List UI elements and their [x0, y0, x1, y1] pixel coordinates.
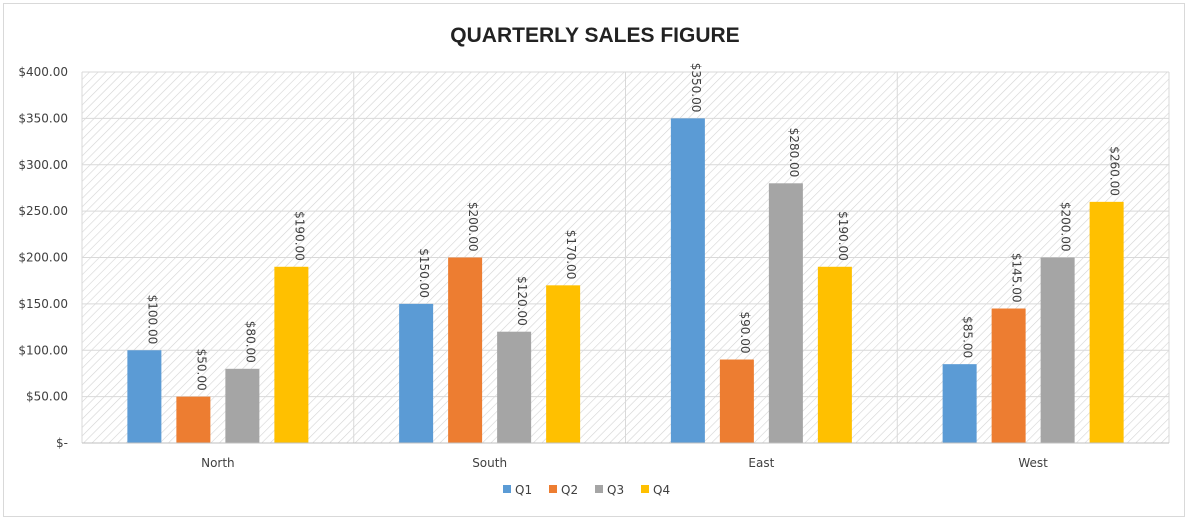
- bar-q4-north: [274, 266, 309, 443]
- data-label: $170.00: [564, 230, 578, 280]
- legend-label-q1: Q1: [515, 483, 532, 497]
- legend-swatch-q4: [641, 485, 649, 493]
- y-tick-label: $-: [56, 436, 68, 450]
- grid-lines: [81, 71, 1170, 444]
- legend-swatch-q1: [503, 485, 511, 493]
- x-tick-label: East: [748, 456, 774, 470]
- data-label: $100.00: [145, 295, 159, 345]
- bar-q4-south: [546, 285, 581, 443]
- y-tick-label: $100.00: [18, 343, 68, 357]
- legend-swatch-q2: [549, 485, 557, 493]
- bar-q4-east: [817, 266, 852, 443]
- y-tick-label: $350.00: [18, 111, 68, 125]
- bar-q1-west: [942, 364, 977, 443]
- x-tick-label: South: [472, 456, 507, 470]
- chart-title: QUARTERLY SALES FIGURE: [450, 24, 739, 47]
- bar-q3-north: [225, 368, 260, 443]
- bar-q1-north: [127, 350, 162, 443]
- bar-q1-east: [670, 118, 705, 443]
- data-label: $85.00: [961, 316, 975, 358]
- data-label: $200.00: [1059, 202, 1073, 252]
- data-label: $200.00: [466, 202, 480, 252]
- bar-q3-south: [497, 331, 532, 443]
- legend-label-q3: Q3: [607, 483, 624, 497]
- bar-q1-south: [399, 303, 434, 443]
- y-tick-label: $200.00: [18, 251, 68, 265]
- bar-q2-west: [991, 308, 1026, 443]
- data-label: $145.00: [1010, 253, 1024, 303]
- legend-swatch-q3: [595, 485, 603, 493]
- y-tick-label: $50.00: [26, 390, 68, 404]
- x-tick-label: North: [201, 456, 235, 470]
- data-label: $50.00: [194, 349, 208, 391]
- data-labels: $100.00 $50.00 $80.00 $190.00 $150.00 $200.00…: [145, 63, 1121, 391]
- data-label: $350.00: [689, 63, 703, 113]
- bar-q2-south: [448, 257, 483, 443]
- data-label: $150.00: [417, 248, 431, 298]
- data-label: $190.00: [292, 211, 306, 261]
- data-label: $80.00: [243, 321, 257, 363]
- legend-label-q2: Q2: [561, 483, 578, 497]
- y-tick-label: $300.00: [18, 158, 68, 172]
- y-tick-label: $400.00: [18, 65, 68, 79]
- y-axis: $- $50.00 $100.00 $150.00 $200.00 $250.00 $300…: [18, 65, 68, 450]
- legend-label-q4: Q4: [653, 483, 670, 497]
- bar-q2-east: [719, 359, 754, 443]
- data-label: $90.00: [738, 312, 752, 354]
- bar-q3-east: [768, 183, 803, 444]
- bar-q2-north: [176, 396, 211, 443]
- bar-q4-west: [1089, 201, 1124, 443]
- data-label: $260.00: [1108, 146, 1122, 196]
- bar-q3-west: [1040, 257, 1075, 443]
- y-tick-label: $250.00: [18, 204, 68, 218]
- legend: Q1 Q2 Q3 Q4: [503, 483, 670, 497]
- x-axis: North South East West: [82, 442, 1169, 470]
- y-tick-label: $150.00: [18, 297, 68, 311]
- data-label: $120.00: [515, 276, 529, 326]
- bars: [127, 118, 1124, 444]
- x-tick-label: West: [1018, 456, 1048, 470]
- data-label: $280.00: [787, 128, 801, 178]
- data-label: $190.00: [836, 211, 850, 261]
